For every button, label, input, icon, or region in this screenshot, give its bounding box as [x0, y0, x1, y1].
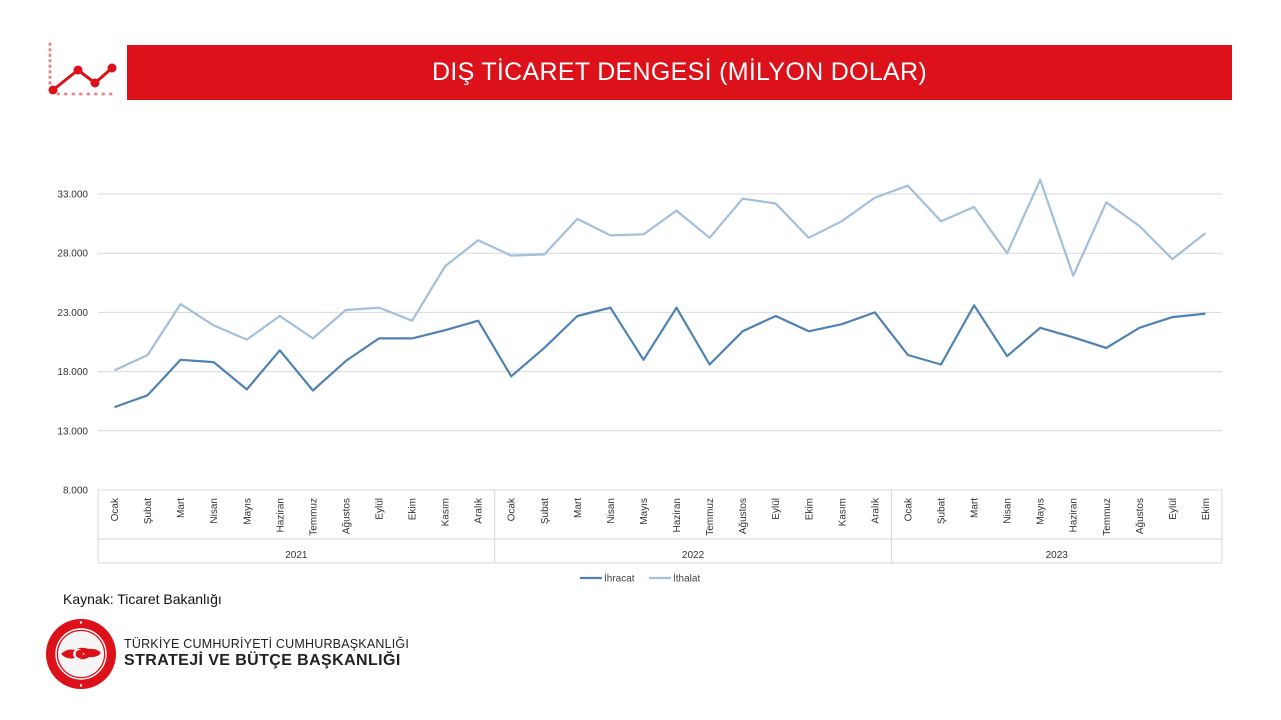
x-tick-label: Ocak — [110, 497, 121, 521]
x-tick-label: Eylül — [1168, 498, 1179, 520]
chart-title: DIŞ TİCARET DENGESİ (MİLYON DOLAR) — [431, 58, 927, 86]
x-tick-label: Aralık — [870, 497, 881, 524]
x-tick-label: Aralık — [474, 497, 485, 524]
x-tick-label: Nisan — [209, 498, 220, 524]
x-tick-label: Ağustos — [341, 498, 352, 534]
x-tick-label: Ocak — [507, 497, 518, 521]
x-tick-label: Ekim — [408, 498, 419, 520]
year-group-label: 2021 — [285, 550, 308, 561]
sbb-seal-logo — [46, 619, 116, 689]
org-name-line2: STRATEJİ VE BÜTÇE BAŞKANLIĞI — [124, 652, 401, 669]
year-group-label: 2023 — [1046, 550, 1069, 561]
y-tick-label: 13.000 — [57, 426, 88, 437]
y-tick-label: 33.000 — [57, 190, 88, 201]
x-tick-label: Mart — [573, 498, 584, 518]
x-tick-label: Mayıs — [242, 498, 253, 525]
x-tick-label: Haziran — [275, 498, 286, 532]
source-note: Kaynak: Ticaret Bakanlığı — [63, 591, 222, 607]
x-tick-label: Nisan — [1003, 498, 1014, 524]
trend-line-icon — [48, 42, 117, 96]
legend-label: İthalat — [673, 572, 700, 585]
org-name-line1: TÜRKİYE CUMHURİYETİ CUMHURBAŞKANLIĞI — [124, 637, 410, 651]
x-tick-label: Temmuz — [308, 498, 319, 536]
x-tick-label: Ağustos — [1135, 498, 1146, 534]
x-tick-label: Şubat — [540, 498, 551, 524]
x-tick-label: Temmuz — [705, 498, 716, 536]
x-tick-label: Şubat — [937, 498, 948, 524]
y-tick-label: 8.000 — [63, 486, 88, 497]
x-tick-label: Şubat — [143, 498, 154, 524]
x-tick-label: Kasım — [441, 498, 452, 526]
y-tick-label: 28.000 — [57, 249, 88, 260]
x-tick-label: Ekim — [1201, 498, 1212, 520]
y-tick-label: 23.000 — [57, 308, 88, 319]
x-tick-label: Eylül — [375, 498, 386, 520]
x-tick-label: Eylül — [771, 498, 782, 520]
x-tick-label: Temmuz — [1102, 498, 1113, 536]
x-tick-label: Ocak — [903, 497, 914, 521]
x-tick-label: Haziran — [1069, 498, 1080, 532]
x-tick-label: Mart — [176, 498, 187, 518]
y-tick-label: 18.000 — [57, 367, 88, 378]
x-tick-label: Ekim — [804, 498, 815, 520]
legend-label: İhracat — [604, 572, 635, 585]
title-banner: DIŞ TİCARET DENGESİ (MİLYON DOLAR) — [127, 45, 1232, 100]
x-tick-label: Kasım — [837, 498, 848, 526]
x-tick-label: Nisan — [606, 498, 617, 524]
x-tick-label: Mart — [970, 498, 981, 518]
series-line-ithalat — [114, 178, 1207, 372]
x-tick-label: Mayıs — [1036, 498, 1047, 525]
x-tick-label: Ağustos — [738, 498, 749, 534]
x-tick-label: Mayıs — [639, 498, 650, 525]
x-tick-label: Haziran — [672, 498, 683, 532]
series-line-ihracat — [114, 304, 1206, 409]
year-group-label: 2022 — [682, 550, 705, 561]
